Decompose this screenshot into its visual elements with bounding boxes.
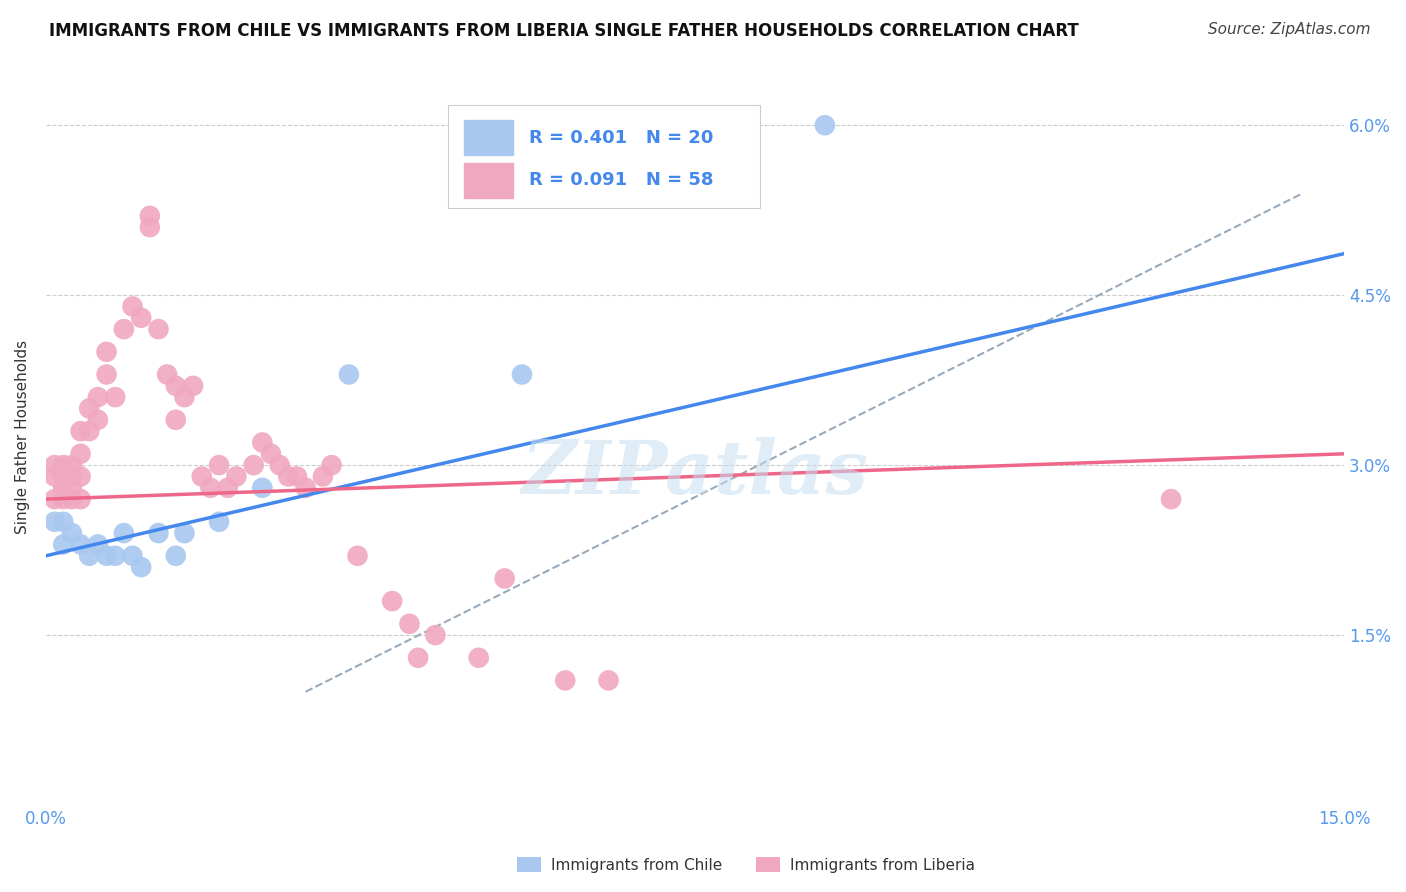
- Point: [165, 549, 187, 563]
- Text: Immigrants from Liberia: Immigrants from Liberia: [790, 858, 976, 872]
- FancyBboxPatch shape: [464, 163, 513, 198]
- Text: R = 0.401   N = 20: R = 0.401 N = 20: [529, 128, 713, 147]
- Point: [112, 322, 135, 336]
- Point: [312, 469, 335, 483]
- Point: [44, 469, 66, 483]
- Point: [554, 673, 576, 688]
- Point: [181, 379, 204, 393]
- Point: [165, 379, 187, 393]
- Point: [252, 481, 274, 495]
- Point: [398, 616, 420, 631]
- Point: [260, 447, 283, 461]
- Point: [52, 492, 75, 507]
- Point: [60, 492, 83, 507]
- Point: [294, 481, 316, 495]
- Point: [494, 571, 516, 585]
- Point: [69, 537, 91, 551]
- Point: [285, 469, 308, 483]
- Point: [129, 310, 152, 325]
- Point: [52, 481, 75, 495]
- Point: [96, 344, 118, 359]
- Point: [60, 481, 83, 495]
- Point: [60, 469, 83, 483]
- Point: [87, 537, 110, 551]
- Point: [277, 469, 299, 483]
- Point: [252, 435, 274, 450]
- Point: [69, 469, 91, 483]
- Point: [242, 458, 264, 472]
- Point: [60, 458, 83, 472]
- Point: [77, 401, 100, 416]
- Point: [190, 469, 212, 483]
- Point: [44, 515, 66, 529]
- Text: Source: ZipAtlas.com: Source: ZipAtlas.com: [1208, 22, 1371, 37]
- Point: [87, 413, 110, 427]
- Point: [77, 424, 100, 438]
- Point: [346, 549, 368, 563]
- Point: [173, 390, 195, 404]
- Point: [200, 481, 222, 495]
- Point: [510, 368, 533, 382]
- Point: [112, 526, 135, 541]
- Point: [52, 537, 75, 551]
- Point: [96, 368, 118, 382]
- Text: IMMIGRANTS FROM CHILE VS IMMIGRANTS FROM LIBERIA SINGLE FATHER HOUSEHOLDS CORREL: IMMIGRANTS FROM CHILE VS IMMIGRANTS FROM…: [49, 22, 1078, 40]
- Text: Immigrants from Chile: Immigrants from Chile: [551, 858, 723, 872]
- Point: [52, 481, 75, 495]
- Point: [139, 209, 162, 223]
- Point: [208, 458, 231, 472]
- Point: [87, 390, 110, 404]
- Point: [69, 492, 91, 507]
- Point: [121, 300, 143, 314]
- Point: [69, 424, 91, 438]
- Point: [406, 650, 429, 665]
- Point: [321, 458, 343, 472]
- Point: [44, 492, 66, 507]
- FancyBboxPatch shape: [464, 120, 513, 155]
- Point: [467, 650, 489, 665]
- Point: [77, 549, 100, 563]
- Point: [44, 458, 66, 472]
- Point: [148, 322, 170, 336]
- Point: [598, 673, 620, 688]
- Point: [139, 220, 162, 235]
- Point: [96, 549, 118, 563]
- Y-axis label: Single Father Households: Single Father Households: [15, 340, 30, 533]
- Point: [129, 560, 152, 574]
- Point: [104, 390, 127, 404]
- Point: [60, 526, 83, 541]
- Point: [225, 469, 247, 483]
- Point: [165, 413, 187, 427]
- Point: [121, 549, 143, 563]
- Point: [269, 458, 291, 472]
- Point: [173, 526, 195, 541]
- Point: [381, 594, 404, 608]
- Point: [148, 526, 170, 541]
- Point: [814, 118, 837, 132]
- Point: [156, 368, 179, 382]
- Text: ZIPatlas: ZIPatlas: [522, 437, 869, 510]
- Point: [1160, 492, 1182, 507]
- Point: [52, 458, 75, 472]
- FancyBboxPatch shape: [449, 105, 761, 209]
- Point: [208, 515, 231, 529]
- Point: [337, 368, 360, 382]
- Point: [52, 469, 75, 483]
- Point: [52, 515, 75, 529]
- Text: R = 0.091   N = 58: R = 0.091 N = 58: [529, 171, 713, 189]
- Point: [425, 628, 447, 642]
- Point: [217, 481, 239, 495]
- Point: [69, 447, 91, 461]
- Point: [104, 549, 127, 563]
